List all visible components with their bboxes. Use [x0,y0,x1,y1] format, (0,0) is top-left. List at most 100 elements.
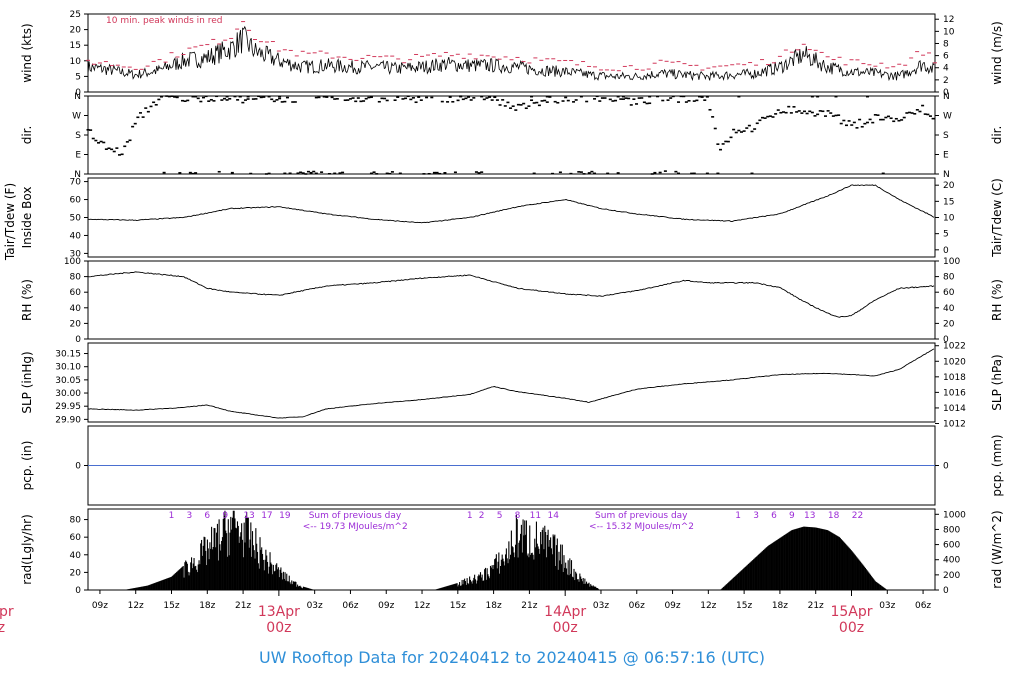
y-tick-label-slp: 29.95 [55,402,81,412]
series-point-dir [892,120,896,123]
series-point-dir [831,115,835,117]
series-point-dir [474,171,478,173]
series-point-dir [642,101,646,104]
series-point-dir [879,118,883,121]
series-point-dir [128,139,132,142]
series-point-dir [183,100,187,103]
series-point-dir [275,99,279,101]
x-tick-label: 12z [414,601,430,611]
series-point-dir [503,105,507,107]
series-point-dir [750,130,754,133]
x-tick-label: 15z [450,601,466,611]
series-point-dir [823,115,827,117]
series-point-dir [152,101,156,104]
series-point-dir [572,101,576,103]
series-point-dir [876,114,880,116]
series-point-dir [760,116,764,119]
y-axis-label-right-wind: wind (m/s) [990,21,1004,85]
series-point-dir [698,95,702,98]
series-point-dir [165,95,169,97]
series-point-dir [600,97,604,99]
series-point-dir [243,99,247,101]
series-point-dir [180,99,184,102]
series-point-dir [427,172,431,175]
series-point-dir [543,99,547,102]
series-point-dir [91,137,95,140]
series-point-dir [585,100,589,103]
series-point-dir [225,99,229,101]
series-point-dir [446,101,450,103]
series-point-dir [842,119,846,122]
series-point-dir [398,172,402,175]
series-point-dir [564,96,568,99]
series-point-dir [149,105,153,108]
y-tick-label-right-wind: 2 [943,76,949,86]
series-point-dir [396,96,400,98]
x-tick-label: 18z [199,601,215,611]
series-point-dir [537,104,541,107]
series-point-dir [461,98,465,101]
series-point-dir [629,104,633,106]
series-point-dir [222,97,226,100]
y-tick-label-rad: 80 [70,516,82,526]
y-tick-label-right-slp: 1022 [943,342,966,352]
x-date-label: 15Apr [830,604,872,620]
series-point-dir [173,96,177,98]
series-point-dir [115,147,119,149]
series-point-dir [858,118,862,121]
series-point-dir [556,101,560,104]
series-point-dir [186,99,190,102]
series-point-dir [593,172,597,175]
series-point-dir [632,98,636,100]
series-point-dir [894,117,898,120]
series-point-dir [393,99,397,101]
series-point-dir [86,128,90,131]
x-tick-label: 15z [736,601,752,611]
y-tick-label-right-dir: W [943,112,952,122]
series-point-dir [682,95,686,98]
series-point-dir [278,97,282,100]
y-tick-label-wind: 20 [70,26,82,36]
series-point-dir [278,95,282,98]
series-point-dir [516,103,520,106]
y-tick-label-rh: 80 [70,273,82,283]
y-tick-label-right-dir: S [943,131,949,141]
series-point-dir [868,118,872,121]
series-point-dir [141,116,145,118]
rad-hour-marker: 8 [515,511,521,521]
series-line-tair [87,184,935,224]
x-tick-label: 21z [808,601,824,611]
series-point-dir [768,115,772,117]
series-point-dir [283,172,287,175]
series-point-dir [648,102,652,105]
series-point-dir [288,172,292,175]
series-point-dir [716,172,720,175]
series-point-dir [863,122,867,125]
x-date-time-label: 00z [839,620,864,636]
series-point-dir [834,95,838,98]
series-point-dir [264,173,268,175]
series-point-dir [246,98,250,100]
series-point-dir [711,116,715,118]
rad-daily-sum-note: Sum of previous day [309,511,402,521]
series-point-dir [593,98,597,100]
rad-hour-marker: 6 [771,511,777,521]
series-point-dir [404,97,408,100]
series-point-dir [666,99,670,101]
series-point-dir [509,107,513,109]
series-point-dir [438,172,442,175]
series-point-dir [333,98,337,100]
y-axis-label-right-slp: SLP (hPa) [990,354,1004,410]
y-axis-label-rh: RH (%) [20,279,34,321]
series-point-dir [574,99,578,101]
series-point-dir [157,98,161,101]
y-tick-label-rad: 60 [70,533,82,543]
series-point-dir [763,117,767,119]
y-tick-label-dir: W [72,112,81,122]
series-point-dir [469,99,473,101]
series-point-dir [372,171,376,173]
y-tick-label-wind: 25 [70,10,81,20]
y-tick-label-right-rad: 800 [943,525,960,535]
series-point-dir [249,172,253,175]
